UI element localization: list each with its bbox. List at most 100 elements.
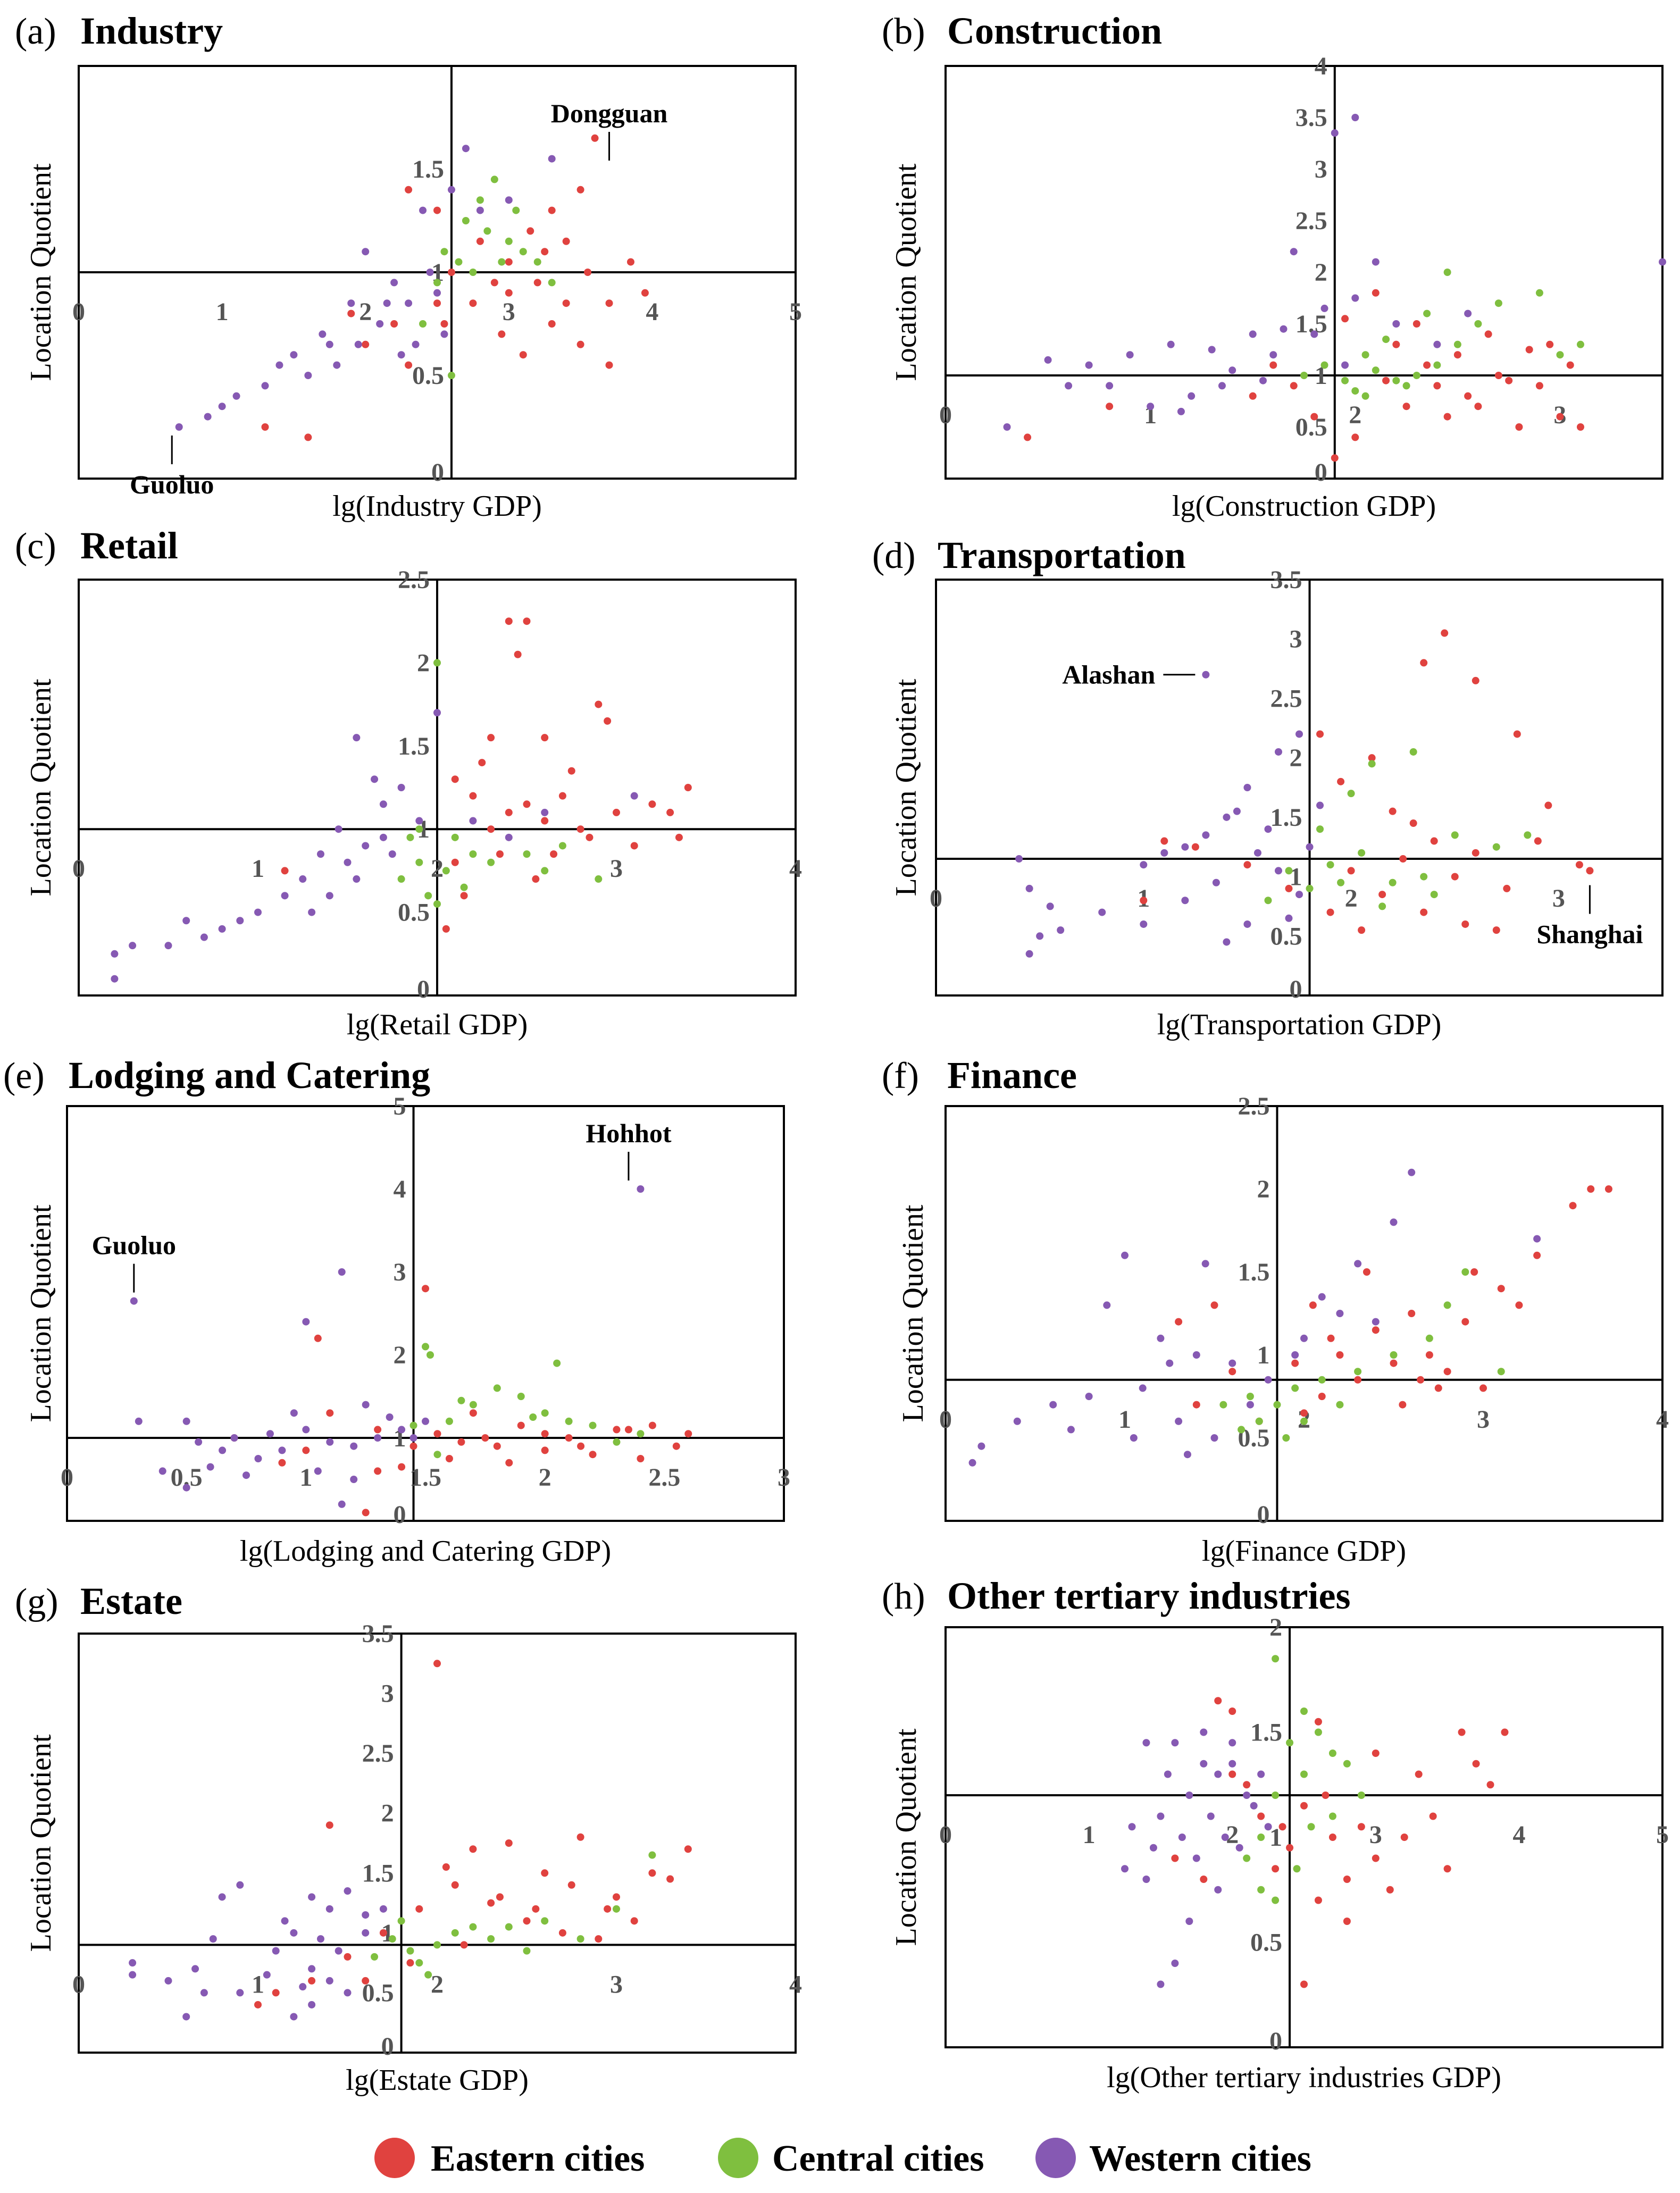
scatter-point-eastern <box>1314 1718 1322 1726</box>
scatter-point-eastern <box>1408 1310 1416 1317</box>
scatter-point-eastern <box>1372 1750 1380 1757</box>
scatter-point-western <box>1235 1844 1243 1852</box>
panel-finance: (f) Finance lg(Finance GDP) Location Quo… <box>882 1054 1669 1568</box>
scatter-point-eastern <box>541 817 549 825</box>
scatter-point-western <box>263 1971 271 1979</box>
x-axis-label: lg(Lodging and Catering GDP) <box>240 1535 611 1568</box>
panel-title: Other tertiary industries <box>947 1575 1351 1617</box>
scatter-point-eastern <box>1461 1318 1469 1326</box>
scatter-point-eastern <box>541 248 549 256</box>
scatter-point-eastern <box>666 1875 674 1883</box>
scatter-point-western <box>1025 950 1033 958</box>
scatter-point-central <box>1433 361 1441 369</box>
scatter-point-western <box>232 392 240 400</box>
scatter-point-western <box>1181 897 1189 905</box>
scatter-point-western <box>1192 1351 1200 1359</box>
scatter-point-eastern <box>496 1893 504 1901</box>
scatter-point-central <box>1409 748 1417 756</box>
scatter-point-western <box>505 196 513 204</box>
scatter-point-eastern <box>1461 920 1469 928</box>
scatter-point-eastern <box>1429 1812 1437 1820</box>
scatter-point-central <box>397 875 405 883</box>
scatter-point-western <box>1130 1434 1138 1442</box>
scatter-point-western <box>1003 423 1011 431</box>
x-tick-label: 0 <box>72 1970 85 1998</box>
scatter-point-eastern <box>1337 777 1345 785</box>
scatter-point-eastern <box>1192 1401 1200 1409</box>
scatter-point-western <box>338 1268 346 1276</box>
scatter-point-western <box>1121 1865 1129 1873</box>
scatter-point-western <box>1202 671 1210 679</box>
scatter-point-western <box>415 817 423 825</box>
scatter-point-eastern <box>344 1953 352 1961</box>
scatter-point-western <box>182 2013 190 2021</box>
y-tick-label: 0 <box>431 458 444 487</box>
x-tick-label: 0 <box>939 1405 952 1434</box>
scatter-point-central <box>440 248 448 256</box>
scatter-point-eastern <box>1228 1707 1236 1715</box>
scatter-point-western <box>1202 831 1210 839</box>
scatter-point-western <box>344 1887 352 1895</box>
scatter-point-central <box>1300 372 1308 379</box>
scatter-point-eastern <box>478 759 486 767</box>
scatter-point-western <box>362 248 370 256</box>
scatter-point-eastern <box>1480 1384 1487 1392</box>
scatter-point-western <box>266 1430 274 1438</box>
y-axis-label: Location Quotient <box>24 1734 57 1952</box>
scatter-point-western <box>548 155 556 163</box>
scatter-point-eastern <box>1587 1185 1595 1193</box>
x-tick-label: 2.5 <box>648 1463 680 1492</box>
scatter-point-eastern <box>1513 730 1521 738</box>
scatter-point-western <box>1166 1359 1174 1367</box>
scatter-point-western <box>383 299 391 307</box>
scatter-point-central <box>1343 1760 1351 1768</box>
scatter-point-western <box>1295 891 1303 899</box>
scatter-point-central <box>1341 376 1349 384</box>
scatter-point-eastern <box>505 1459 513 1467</box>
scatter-point-western <box>1233 807 1241 815</box>
scatter-point-western <box>1149 1844 1157 1852</box>
scatter-point-eastern <box>1464 392 1472 400</box>
y-axis-label: Location Quotient <box>890 163 923 381</box>
x-tick-label: 1 <box>252 855 264 883</box>
scatter-point-central <box>1306 884 1314 892</box>
x-tick-label: 3 <box>778 1463 790 1492</box>
y-tick-label: 0 <box>1269 2027 1282 2055</box>
scatter-point-central <box>1282 1434 1290 1442</box>
scatter-point-eastern <box>589 1451 597 1459</box>
scatter-point-central <box>1361 392 1369 400</box>
scatter-point-central <box>1326 861 1334 869</box>
scatter-point-central <box>1272 1792 1280 1799</box>
scatter-point-western <box>1085 1393 1093 1400</box>
scatter-point-western <box>236 1881 244 1889</box>
scatter-point-western <box>362 1401 370 1409</box>
scatter-point-western <box>325 1905 333 1913</box>
scatter-point-eastern <box>1586 867 1594 875</box>
scatter-point-eastern <box>604 717 612 725</box>
x-tick-label: 1 <box>216 298 229 326</box>
scatter-point-western <box>191 1965 199 1973</box>
scatter-point-central <box>433 1941 441 1949</box>
scatter-point-eastern <box>1171 1854 1179 1862</box>
scatter-point-eastern <box>1470 1268 1478 1276</box>
scatter-point-eastern <box>541 1430 549 1438</box>
scatter-point-western <box>325 340 333 348</box>
legend-label-eastern: Eastern cities <box>431 2138 645 2179</box>
scatter-point-western <box>1331 129 1339 137</box>
scatter-point-eastern <box>1441 629 1449 637</box>
scatter-point-eastern <box>1484 330 1492 338</box>
scatter-point-eastern <box>405 186 413 194</box>
scatter-point-eastern <box>648 1421 656 1429</box>
scatter-point-central <box>469 850 477 858</box>
scatter-point-western <box>1341 361 1349 369</box>
scatter-point-eastern <box>1316 730 1324 738</box>
scatter-point-eastern <box>304 433 312 441</box>
y-tick-label: 0 <box>1290 975 1302 1003</box>
y-tick-label: 2.5 <box>398 566 430 594</box>
panel-label: (f) <box>882 1056 919 1096</box>
scatter-point-western <box>1171 1960 1179 1967</box>
scatter-point-western <box>1106 382 1114 390</box>
scatter-point-eastern <box>1576 423 1584 431</box>
scatter-point-eastern <box>1372 1326 1380 1334</box>
x-tick-label: 0 <box>72 298 85 326</box>
